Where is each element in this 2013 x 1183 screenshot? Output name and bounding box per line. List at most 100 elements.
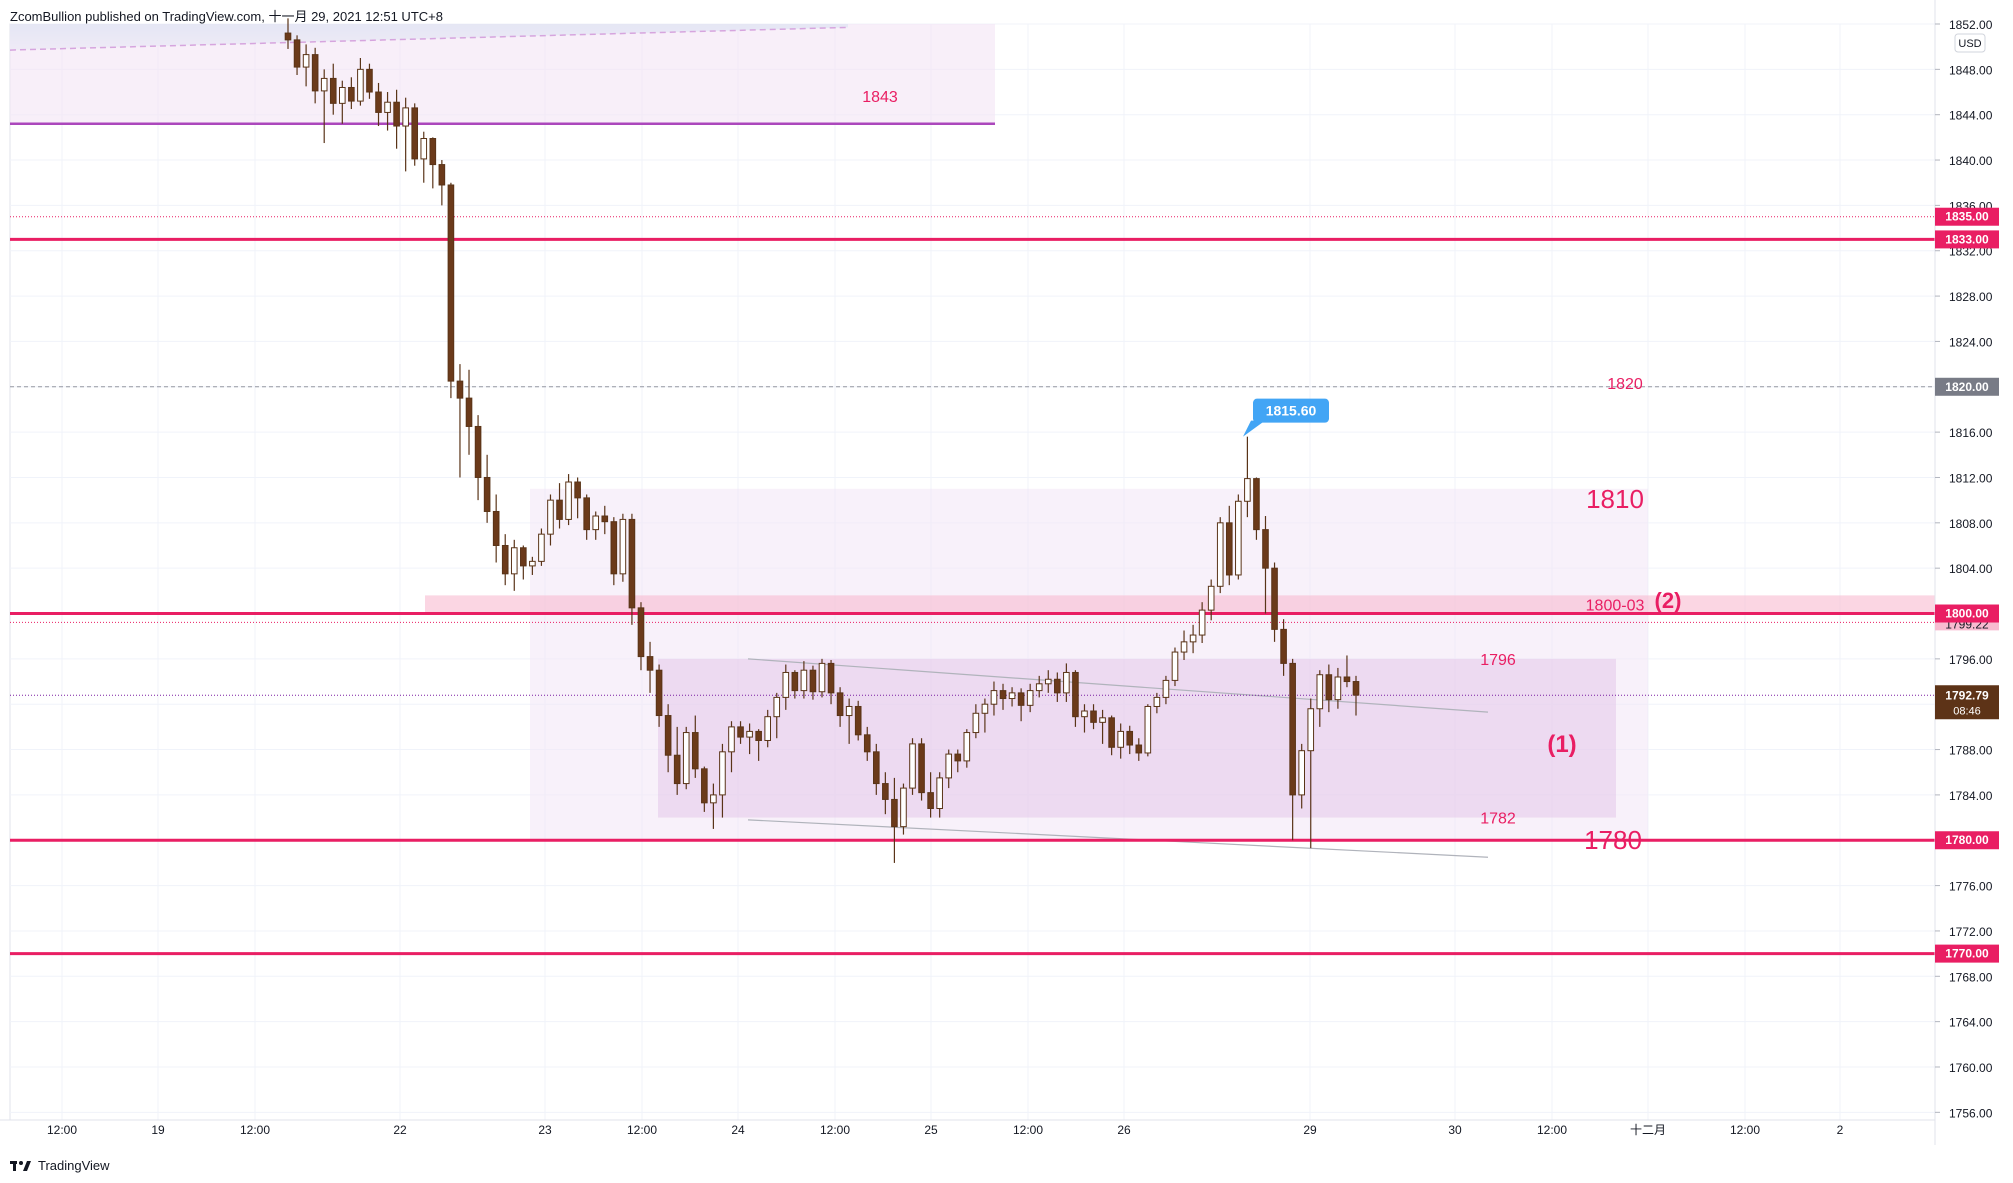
candle-body-up [592,515,600,531]
candle-body-down [348,86,355,102]
candle [348,77,355,110]
candle-body-down [999,690,1007,700]
candle [628,513,636,625]
time-tick-label: 十二月 [1630,1123,1666,1137]
price-axis[interactable]: USD1852.001848.001844.001840.001836.0018… [1934,0,2013,1183]
candle [610,517,618,586]
candle-body-down [411,107,419,160]
candle-body-down [1108,717,1115,748]
candle-body-up [302,54,310,68]
candle [773,692,781,739]
candle [900,783,907,835]
candle [1343,655,1351,688]
candle-body-up [945,753,953,779]
candle [1352,675,1360,716]
candle [909,738,916,795]
time-axis[interactable]: 12:00 19 12:00 22 23 12:00 24 12:00 25 12:00 26 29 3… [0,1119,1935,1137]
candle [664,704,672,773]
candle-body-down [474,425,482,478]
candle [863,726,871,761]
candle-body-down [447,184,455,382]
candle [918,738,925,801]
channel-lower-line [747,819,1489,858]
candle-body-down [465,397,473,427]
candle [1008,687,1016,707]
candle [791,670,799,699]
candle-body-up [845,705,853,717]
currency-label: USD [1958,38,1981,50]
time-tick-label: 30 [1448,1123,1462,1137]
tag-1833-text: 1833.00 [1945,232,1989,246]
candle-body-up [818,662,826,693]
tag-1800-text: 1800.00 [1945,607,1989,621]
candle-body-down [891,798,898,828]
candle-body-down [1225,522,1233,576]
candle [510,539,518,591]
candle-body-up [1171,651,1179,681]
tag-current-bg [1935,685,1999,720]
currency-badge[interactable] [1954,33,1986,53]
candle [637,602,645,671]
candle-body-down [655,669,663,717]
candle-body-down [375,91,382,113]
candle-body-down [809,669,817,693]
candle-body-down [393,101,400,127]
candle [402,97,409,172]
candle-body-down [1343,676,1351,683]
callout-1815: 1815.60 [1243,398,1329,437]
price-tick-label: 1784.00 [1949,789,1993,803]
label-1796: 1796 [1480,652,1516,669]
candle-body-down [311,54,319,92]
tag-1800-bg [1935,604,1999,623]
candles [284,18,1360,863]
candle [1035,675,1043,698]
candle-body-down [1352,681,1360,696]
candle-body-up [1153,696,1161,707]
candle-body-down [646,656,654,671]
candle [384,92,391,131]
candle [719,743,726,818]
candle-body-down [836,692,844,717]
band-1800-1803 [425,595,1935,615]
candle [1144,704,1152,757]
time-tick-label: 12:00 [1537,1123,1567,1137]
candle-body-down [1325,674,1333,701]
candle [701,766,708,812]
candle-body-up [710,794,717,804]
footer[interactable]: TradingView [10,1158,110,1173]
candle [1099,709,1106,744]
candle [710,783,717,829]
time-tick-label: 12:00 [1730,1123,1760,1137]
footer-brand: TradingView [38,1158,110,1173]
candle-body-down [556,499,563,520]
candle [529,556,536,575]
candle-body-up [338,86,346,104]
candle-body-up [773,696,781,718]
candle [1063,663,1070,702]
candle-body-down [501,544,509,575]
candle [483,454,491,523]
tag-1770-bg [1935,944,1999,963]
candle [972,704,980,739]
label-1800-03: 1800-03 [1586,597,1645,614]
candle [357,58,364,106]
candle [1180,630,1188,660]
candle-body-up [1198,609,1206,636]
price-tick-label: 1772.00 [1949,925,1993,939]
tag-1835-text: 1835.00 [1945,210,1989,224]
price-tick-label: 1756.00 [1949,1106,1993,1120]
tag-1780-bg [1935,831,1999,850]
candle [293,35,301,76]
candle-body-up [1235,500,1242,576]
candle-body-up [936,777,943,810]
price-tick-label: 1844.00 [1949,109,1993,123]
tag-1820-bg [1935,377,1999,396]
candle [1225,505,1233,586]
candle [492,494,500,563]
tag-1780-text: 1780.00 [1945,833,1989,847]
candle [601,505,609,535]
price-tick-label: 1768.00 [1949,970,1993,984]
price-tick-label: 1776.00 [1949,880,1993,894]
candle [556,483,563,529]
